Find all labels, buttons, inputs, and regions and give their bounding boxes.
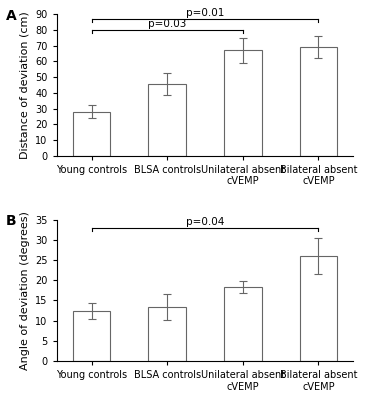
Text: p=0.04: p=0.04 <box>186 217 224 227</box>
Text: B: B <box>6 214 17 228</box>
Bar <box>224 50 262 156</box>
Bar <box>73 311 110 361</box>
Bar <box>299 47 337 156</box>
Y-axis label: Angle of deviation (degrees): Angle of deviation (degrees) <box>19 211 30 370</box>
Bar <box>299 256 337 361</box>
Text: p=0.03: p=0.03 <box>148 19 186 29</box>
Bar <box>73 112 110 156</box>
Bar <box>148 307 186 361</box>
Bar <box>224 287 262 361</box>
Bar <box>148 84 186 156</box>
Text: p=0.01: p=0.01 <box>186 8 224 18</box>
Text: A: A <box>6 9 17 23</box>
Y-axis label: Distance of deviation (cm): Distance of deviation (cm) <box>20 11 30 159</box>
